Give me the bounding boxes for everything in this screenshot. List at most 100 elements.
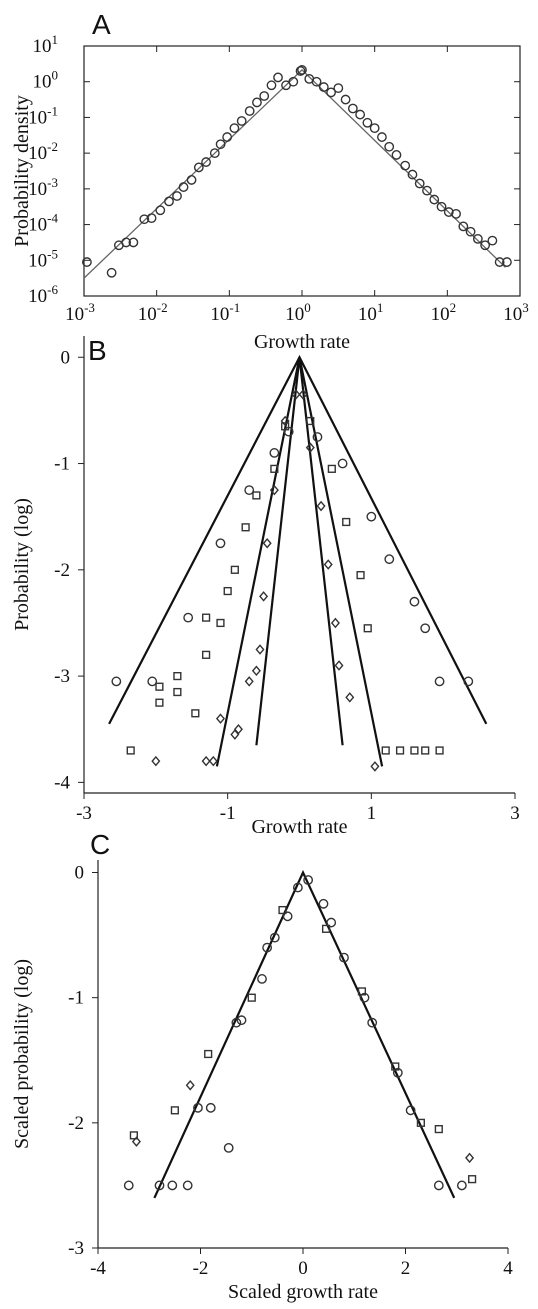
x-tick-label: -3 (76, 803, 92, 824)
data-point (244, 485, 255, 496)
data-point (384, 554, 395, 565)
x-tick-label: 102 (431, 300, 457, 325)
y-tick-label: 0 (75, 863, 85, 884)
data-point (362, 117, 373, 128)
data-point (434, 676, 445, 687)
data-point (154, 1180, 165, 1191)
data-point (366, 511, 377, 522)
data-point (146, 213, 157, 224)
data-point (230, 565, 239, 574)
data-point (333, 83, 344, 94)
data-point (391, 150, 402, 160)
data-point (327, 464, 336, 473)
data-point (202, 613, 211, 622)
y-axis-label: Scaled probability (log) (11, 959, 33, 1149)
data-point (337, 458, 348, 469)
data-point (305, 442, 315, 453)
data-point (487, 235, 498, 246)
x-tick-label: -1 (220, 803, 236, 824)
data-point (229, 123, 240, 134)
data-point (270, 464, 279, 473)
x-tick-label: 0 (298, 1258, 308, 1279)
data-point (257, 974, 267, 984)
data-point (173, 671, 182, 681)
y-tick-label: -2 (68, 1113, 84, 1134)
data-point (155, 682, 164, 691)
panel-c: C -4 -2 0 2 4 0 -1 -2 -3 Scaled growth rate Scaled … (11, 829, 513, 1303)
x-tick-label: 10-2 (138, 300, 168, 325)
data-point (330, 617, 340, 629)
data-point (400, 160, 411, 171)
data-point (405, 1105, 416, 1116)
y-tick-label: -2 (54, 560, 70, 581)
data-point (355, 109, 366, 120)
data-point (208, 755, 218, 767)
data-point (472, 233, 483, 244)
data-point (384, 141, 395, 152)
data-point (295, 66, 306, 76)
fit-line (215, 357, 384, 767)
data-point (252, 491, 261, 500)
data-point (422, 185, 432, 196)
data-point (129, 1131, 138, 1140)
data-point (280, 415, 290, 427)
data-point (502, 257, 512, 267)
data-point (269, 932, 280, 943)
data-point (201, 157, 211, 167)
data-point (244, 676, 254, 687)
data-point (377, 132, 387, 142)
data-point (316, 500, 326, 512)
data-point (164, 196, 174, 207)
data-point (443, 207, 454, 217)
data-point (429, 194, 440, 205)
y-axis-label: Probability density (11, 95, 33, 247)
data-point (414, 178, 425, 189)
data-point (281, 422, 290, 431)
x-tick-label: -4 (90, 1258, 106, 1279)
panel-a-frame (83, 45, 521, 297)
y-tick-label: -3 (68, 1238, 84, 1259)
data-point (410, 746, 419, 755)
data-point (183, 612, 194, 623)
data-point (347, 103, 358, 114)
data-point (172, 191, 182, 201)
data-point (297, 65, 307, 75)
x-axis-label: Scaled growth rate (228, 1281, 378, 1303)
data-point (193, 162, 204, 173)
y-tick-label: 0 (61, 347, 71, 368)
data-point (252, 97, 262, 108)
data-point (216, 618, 225, 628)
panel-a: A 10-3 10-2 10-1 100 101 102 103 10-6 10-5 10-4 10-… (11, 9, 529, 353)
data-point (318, 82, 329, 92)
data-point (326, 917, 337, 928)
data-point (111, 676, 122, 687)
data-point (416, 1118, 425, 1127)
data-point (288, 76, 299, 87)
panel-b: B -3 -1 1 3 0 -1 -2 -3 -4 Growth rate Probability (… (11, 335, 520, 838)
data-point (178, 182, 189, 192)
y-tick-label: 10-6 (28, 282, 58, 307)
data-point (215, 139, 226, 150)
data-point (126, 746, 135, 755)
data-point (191, 709, 200, 718)
data-point (231, 1017, 242, 1028)
data-point (222, 132, 233, 142)
data-point (456, 1180, 467, 1191)
data-point (167, 1180, 178, 1191)
data-point (369, 123, 380, 134)
data-point (193, 1102, 203, 1113)
data-point (121, 237, 132, 248)
data-point (306, 416, 315, 426)
data-point (262, 942, 273, 953)
data-point (185, 1080, 195, 1091)
data-point (298, 389, 308, 400)
y-tick-label: 10-1 (28, 103, 58, 128)
fit-line (83, 68, 506, 279)
data-point (392, 1067, 403, 1078)
y-tick-label: 10-3 (28, 175, 58, 200)
data-point (186, 175, 197, 185)
x-axis-label: Growth rate (251, 816, 347, 838)
data-point (312, 432, 323, 442)
data-point (435, 746, 444, 755)
x-tick-label: 100 (285, 300, 311, 325)
